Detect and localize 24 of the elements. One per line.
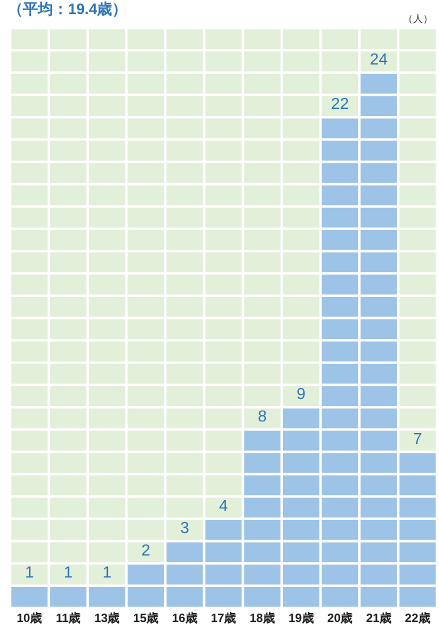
y-axis-title: （人） — [403, 14, 433, 25]
data-label: 24 — [370, 52, 388, 69]
chart-title: （平均：19.4歳） — [8, 1, 128, 18]
x-tick-label: 17歳 — [210, 611, 236, 625]
x-tick-label: 18歳 — [250, 611, 275, 625]
x-tick-label: 19歳 — [288, 611, 314, 625]
x-tick-label: 15歳 — [133, 611, 159, 625]
data-label: 9 — [296, 386, 306, 404]
data-label: 4 — [219, 498, 228, 515]
x-tick-label: 21歳 — [366, 611, 392, 625]
data-label: 22 — [331, 96, 349, 114]
x-tick-label: 16歳 — [172, 611, 198, 625]
data-label: 2 — [141, 542, 150, 560]
data-label: 1 — [24, 564, 34, 582]
x-tick-label: 13歳 — [94, 611, 120, 625]
x-tick-label: 20歳 — [327, 611, 353, 625]
x-tick-label: 22歳 — [404, 611, 430, 625]
data-label: 8 — [258, 408, 267, 426]
x-tick-label: 10歳 — [16, 611, 42, 625]
data-label: 3 — [180, 520, 190, 538]
data-label: 1 — [102, 564, 112, 582]
data-label: 7 — [413, 430, 422, 448]
x-tick-label: 11歳 — [56, 611, 81, 625]
data-label: 1 — [64, 564, 73, 582]
